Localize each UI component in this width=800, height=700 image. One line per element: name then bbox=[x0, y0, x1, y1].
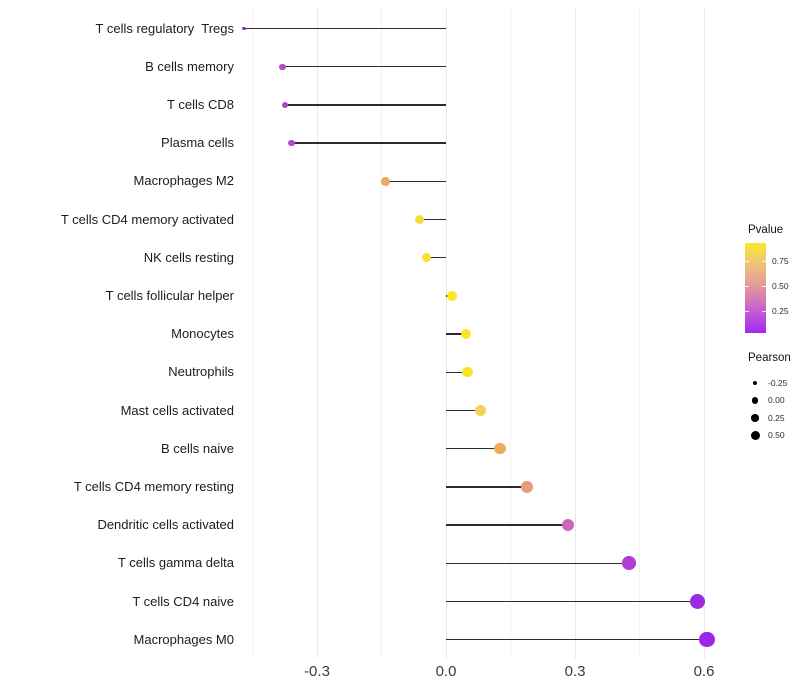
lollipop-stem bbox=[385, 180, 446, 182]
lollipop-stem bbox=[446, 562, 629, 564]
pearson-legend-label: -0.25 bbox=[768, 378, 788, 388]
pvalue-gradient-bar: 0.75 0.50 0.25 bbox=[745, 243, 789, 333]
lollipop-dot bbox=[520, 481, 533, 493]
lollipop-dot bbox=[279, 63, 286, 70]
lollipop-stem bbox=[243, 27, 446, 30]
y-axis-label: T cells CD4 memory activated bbox=[60, 211, 234, 227]
lollipop-stem bbox=[446, 448, 501, 450]
pvalue-tick-mark bbox=[762, 261, 766, 262]
lollipop-stem bbox=[446, 486, 527, 488]
x-tick-label: 0.0 bbox=[435, 663, 457, 680]
pvalue-legend: Pvalue 0.75 0.50 0.25 bbox=[745, 224, 800, 333]
major-gridline bbox=[703, 8, 705, 658]
lollipop-dot bbox=[460, 328, 471, 340]
y-axis-label: B cells memory bbox=[145, 58, 234, 74]
pearson-legend-label: 0.00 bbox=[768, 395, 785, 406]
lollipop-dot bbox=[690, 594, 706, 609]
pvalue-tick-mark bbox=[745, 311, 749, 312]
x-tick-label: 0.6 bbox=[693, 663, 715, 680]
lollipop-dot bbox=[422, 253, 432, 263]
y-axis-label: Dendritic cells activated bbox=[97, 517, 234, 533]
pearson-legend-dot bbox=[751, 397, 759, 404]
lollipop-stem bbox=[426, 257, 446, 259]
lollipop-dot bbox=[462, 367, 473, 378]
pvalue-tick-label: 0.75 bbox=[772, 256, 789, 266]
lollipop-dot bbox=[447, 290, 458, 301]
lollipop-dot bbox=[474, 405, 486, 416]
y-axis-label: T cells CD4 naive bbox=[132, 593, 234, 609]
lollipop-stem bbox=[446, 524, 569, 526]
y-axis-label: NK cells resting bbox=[143, 249, 234, 265]
pvalue-tick-mark bbox=[762, 311, 766, 312]
pearson-legend-dot bbox=[751, 413, 759, 422]
lollipop-dot bbox=[699, 632, 715, 648]
pearson-legend-dot bbox=[750, 430, 760, 440]
y-axis-label: T cells follicular helper bbox=[105, 287, 234, 303]
major-gridline bbox=[574, 8, 576, 658]
y-axis-label: Macrophages M2 bbox=[133, 173, 234, 189]
y-axis-label: T cells CD8 bbox=[167, 96, 234, 112]
lollipop-dot bbox=[414, 215, 424, 224]
minor-gridline bbox=[510, 8, 511, 658]
pvalue-tick-mark bbox=[745, 286, 749, 287]
lollipop-stem bbox=[419, 218, 446, 221]
lollipop-stem bbox=[282, 66, 446, 68]
y-axis-label: T cells regulatory Tregs bbox=[95, 20, 234, 36]
lollipop-dot bbox=[242, 26, 246, 31]
lollipop-stem bbox=[446, 600, 698, 603]
pvalue-legend-title: Pvalue bbox=[748, 224, 784, 236]
y-axis-label: B cells naive bbox=[161, 440, 234, 456]
minor-gridline bbox=[252, 8, 253, 658]
lollipop-stem bbox=[446, 409, 481, 412]
minor-gridline bbox=[639, 8, 640, 658]
lollipop-stem bbox=[446, 371, 468, 373]
lollipop-dot bbox=[281, 101, 288, 109]
lollipop-stem bbox=[446, 333, 466, 335]
pearson-legend-label: 0.50 bbox=[768, 430, 785, 441]
y-axis-label: Macrophages M0 bbox=[133, 631, 234, 647]
lollipop-stem bbox=[291, 142, 446, 144]
y-axis-label: Monocytes bbox=[171, 326, 234, 342]
pvalue-tick-label: 0.25 bbox=[772, 306, 789, 316]
major-gridline bbox=[316, 8, 318, 658]
pvalue-tick-label: 0.50 bbox=[772, 281, 789, 291]
pearson-legend-label: 0.25 bbox=[768, 412, 785, 423]
lollipop-stem bbox=[446, 639, 707, 641]
y-axis-label: Plasma cells bbox=[161, 135, 234, 151]
pvalue-tick-mark bbox=[762, 286, 766, 287]
lollipop-dot bbox=[561, 518, 575, 532]
x-tick-label: 0.3 bbox=[564, 663, 586, 680]
pearson-legend-dot bbox=[752, 380, 758, 386]
lollipop-stem bbox=[284, 104, 446, 106]
y-axis-label: Neutrophils bbox=[168, 364, 234, 380]
major-gridline bbox=[445, 8, 447, 658]
y-axis-label: T cells gamma delta bbox=[117, 555, 234, 571]
pearson-legend: Pearson -0.25 0.00 0.25 0.50 bbox=[745, 352, 800, 440]
lollipop-dot bbox=[381, 176, 391, 186]
y-axis-label: Mast cells activated bbox=[120, 402, 234, 418]
pearson-legend-title: Pearson bbox=[748, 352, 791, 364]
lollipop-dot bbox=[287, 139, 295, 147]
minor-gridline bbox=[381, 8, 382, 658]
y-axis-label: T cells CD4 memory resting bbox=[73, 478, 234, 494]
lollipop-dot bbox=[621, 556, 636, 571]
x-tick-label: -0.3 bbox=[304, 663, 330, 680]
pvalue-tick-mark bbox=[745, 261, 749, 262]
lollipop-dot bbox=[494, 443, 506, 455]
